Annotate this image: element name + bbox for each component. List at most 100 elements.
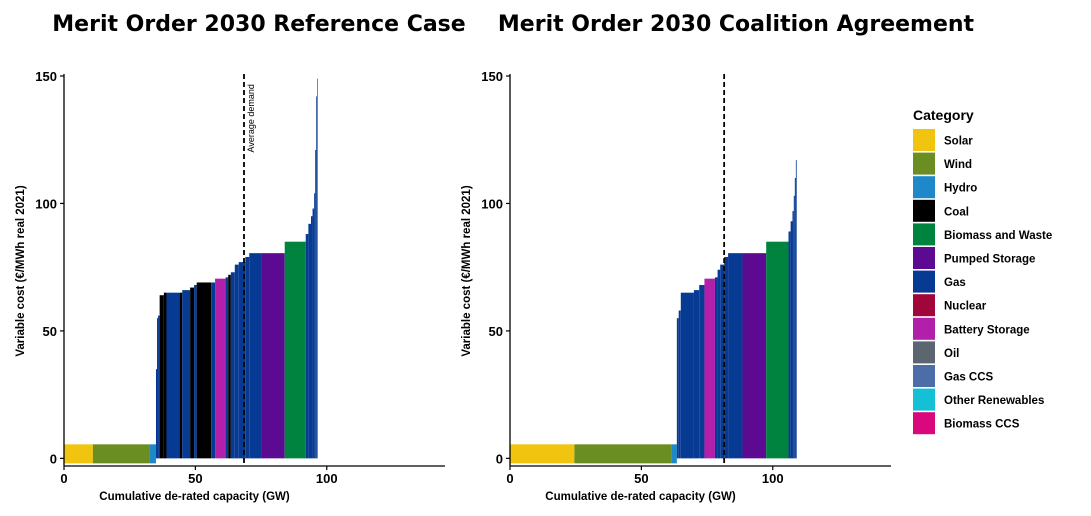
y-tick-label: 0 bbox=[496, 451, 503, 466]
legend-label: Wind bbox=[944, 159, 972, 171]
x-tick-label: 50 bbox=[188, 471, 202, 486]
y-tick-label: 150 bbox=[35, 69, 57, 84]
chart-panel-1: Merit Order 2030 Reference Case Average d… bbox=[15, 12, 466, 503]
bar-solar bbox=[510, 444, 575, 464]
bar-coal bbox=[163, 292, 167, 459]
bar-gas bbox=[245, 256, 250, 459]
bar-gas bbox=[678, 310, 681, 459]
legend: Category Solar Wind Hydro Coal Biomass and Wa… bbox=[913, 107, 1052, 435]
bar-gas bbox=[211, 282, 216, 459]
y-axis-label: Variable cost (€/MWh real 2021) bbox=[15, 185, 27, 356]
bar-gas bbox=[305, 234, 309, 459]
bar-gas bbox=[724, 256, 729, 459]
y-tick-label: 0 bbox=[50, 451, 57, 466]
bar-gas bbox=[308, 223, 311, 459]
chart-title: Merit Order 2030 Reference Case bbox=[52, 12, 465, 37]
bar-gas bbox=[249, 253, 262, 459]
bar-gas bbox=[310, 216, 313, 459]
bar-gas bbox=[795, 160, 797, 459]
bar-coal bbox=[190, 287, 195, 459]
bar-solar bbox=[64, 444, 93, 464]
bar-gas bbox=[230, 272, 235, 459]
bar-gas bbox=[699, 285, 705, 459]
legend-swatch-gas-ccs bbox=[913, 365, 935, 387]
x-tick-label: 0 bbox=[60, 471, 67, 486]
bar-gas bbox=[315, 149, 317, 459]
chart-panel-2: Merit Order 2030 Coalition Agreement 0 50 1… bbox=[461, 12, 975, 503]
bar-biomass-and-waste bbox=[766, 241, 789, 459]
legend-label: Gas bbox=[944, 277, 966, 289]
bar-gas bbox=[155, 369, 158, 459]
bar-gas bbox=[234, 264, 239, 459]
bar-gas bbox=[166, 292, 180, 459]
legend-label: Coal bbox=[944, 206, 969, 218]
bar-gas bbox=[238, 262, 246, 459]
y-axis-label: Variable cost (€/MWh real 2021) bbox=[461, 185, 473, 356]
bar-gas bbox=[676, 318, 679, 459]
bar-gas bbox=[680, 292, 694, 459]
bar-gas bbox=[693, 290, 700, 459]
x-tick-label: 100 bbox=[316, 471, 338, 486]
bar-biomass-and-waste bbox=[284, 241, 306, 459]
bar-wind bbox=[574, 444, 672, 464]
bar-pumped-storage bbox=[742, 253, 767, 459]
legend-swatch-biomass-and-waste bbox=[913, 223, 935, 246]
x-tick-label: 0 bbox=[506, 471, 513, 486]
x-axis-label: Cumulative de-rated capacity (GW) bbox=[99, 491, 290, 503]
legend-label: Nuclear bbox=[944, 301, 987, 313]
bar-gas bbox=[720, 264, 725, 459]
y-tick-label: 50 bbox=[489, 324, 503, 339]
legend-swatch-battery-storage bbox=[913, 317, 935, 340]
x-tick-label: 50 bbox=[634, 471, 648, 486]
legend-label: Biomass CCS bbox=[944, 419, 1020, 431]
legend-swatch-hydro bbox=[913, 176, 935, 199]
bars bbox=[510, 160, 797, 464]
bar-hydro bbox=[671, 444, 677, 464]
bar-gas bbox=[316, 96, 318, 459]
legend-swatch-other-renewables bbox=[913, 388, 935, 411]
legend-swatch-biomass-ccs bbox=[913, 412, 935, 435]
y-tick-label: 50 bbox=[43, 324, 57, 339]
legend-label: Oil bbox=[944, 348, 959, 360]
legend-label: Gas CCS bbox=[944, 372, 994, 384]
x-axis-label: Cumulative de-rated capacity (GW) bbox=[545, 491, 736, 503]
bar-battery-storage bbox=[215, 278, 226, 459]
bar-gas-ccs bbox=[317, 78, 318, 459]
bar-gas bbox=[793, 195, 795, 459]
y-tick-label: 150 bbox=[481, 69, 503, 84]
y-tick-label: 100 bbox=[481, 196, 503, 211]
bar-gas bbox=[714, 277, 718, 459]
legend-label: Hydro bbox=[944, 183, 977, 195]
legend-label: Battery Storage bbox=[944, 324, 1030, 336]
bar-gas bbox=[182, 290, 191, 459]
average-demand-label: Average demand bbox=[246, 84, 256, 152]
legend-swatch-wind bbox=[913, 152, 935, 175]
legend-swatch-oil bbox=[913, 341, 935, 364]
bar-coal bbox=[228, 274, 231, 459]
bar-gas bbox=[728, 253, 743, 459]
bar-gas bbox=[225, 277, 229, 459]
legend-title: Category bbox=[913, 107, 974, 123]
bar-battery-storage bbox=[704, 278, 715, 459]
bar-gas bbox=[312, 208, 315, 459]
legend-label: Solar bbox=[944, 136, 973, 148]
bar-gas bbox=[158, 315, 160, 459]
bar-gas bbox=[788, 231, 791, 459]
legend-swatch-nuclear bbox=[913, 294, 935, 317]
bar-gas bbox=[792, 211, 794, 459]
y-tick-label: 100 bbox=[35, 196, 57, 211]
bar-coal bbox=[196, 282, 212, 459]
bar-gas bbox=[794, 177, 796, 459]
bar-gas bbox=[790, 221, 793, 459]
bar-coal bbox=[179, 292, 183, 459]
bar-gas bbox=[314, 193, 316, 459]
bar-coal bbox=[159, 295, 164, 459]
legend-swatch-solar bbox=[913, 129, 935, 151]
legend-label: Other Renewables bbox=[944, 395, 1044, 407]
legend-label: Biomass and Waste bbox=[944, 230, 1052, 242]
legend-swatch-pumped-storage bbox=[913, 247, 935, 269]
bar-gas bbox=[157, 318, 159, 459]
bar-wind bbox=[92, 444, 150, 464]
bar-gas bbox=[194, 285, 197, 459]
